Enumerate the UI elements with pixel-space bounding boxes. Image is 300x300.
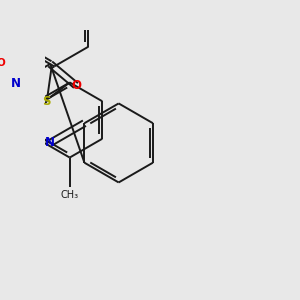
Text: O: O: [71, 79, 81, 92]
Text: CH₃: CH₃: [61, 190, 79, 200]
Text: N: N: [11, 77, 21, 90]
Text: N: N: [45, 136, 55, 149]
Text: S: S: [43, 95, 51, 108]
Text: O: O: [0, 58, 5, 68]
